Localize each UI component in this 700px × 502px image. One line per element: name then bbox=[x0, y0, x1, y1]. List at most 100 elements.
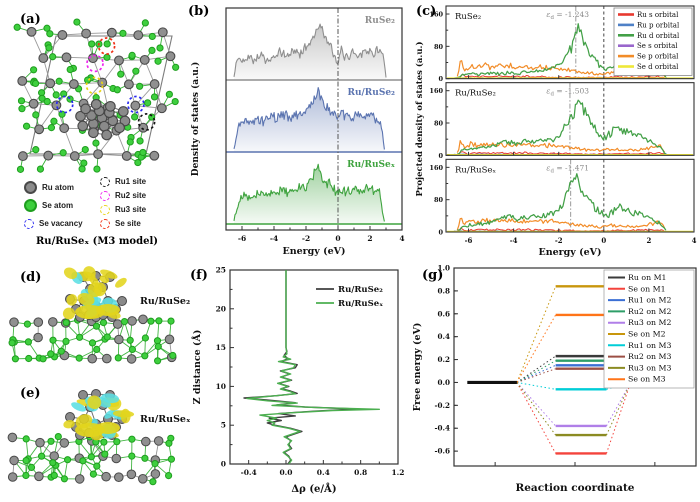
svg-text:Density of states (a.u.): Density of states (a.u.) bbox=[190, 62, 201, 176]
svg-text:4: 4 bbox=[399, 234, 404, 243]
charge-density-structure-ruse2: Ru/RuSe₂ bbox=[8, 266, 190, 365]
svg-text:-6: -6 bbox=[465, 236, 473, 245]
svg-text:0: 0 bbox=[601, 236, 606, 245]
ru-atom-swatch bbox=[24, 181, 37, 194]
svg-text:0.8: 0.8 bbox=[354, 468, 367, 477]
isosurface-layer bbox=[63, 393, 135, 441]
svg-text:5: 5 bbox=[221, 421, 226, 430]
svg-text:-2: -2 bbox=[302, 234, 310, 243]
legend-item: Se site bbox=[100, 218, 184, 229]
svg-text:Se s orbital: Se s orbital bbox=[637, 42, 678, 50]
panel-c-label: (c) bbox=[416, 4, 437, 19]
svg-text:2: 2 bbox=[367, 234, 372, 243]
panel-d: (d) Ru/RuSe₂ bbox=[6, 260, 190, 378]
dos-chart: RuSe₂ Ru/RuSe₂ Ru/RuSeₓ -6 -4 -2 0 2 4 Energy (eV… bbox=[190, 7, 405, 257]
legend-column: Ru1 site Ru2 site Ru3 site Se site bbox=[100, 176, 184, 229]
panel-f-label: (f) bbox=[190, 268, 208, 283]
svg-text:Ru2 on M2: Ru2 on M2 bbox=[628, 307, 672, 316]
svg-text:Projected density of states (a: Projected density of states (a.u.) bbox=[414, 41, 425, 196]
svg-text:0.2: 0.2 bbox=[437, 355, 450, 364]
svg-text:-0.2: -0.2 bbox=[435, 401, 451, 410]
panel-b: (b) RuSe₂ Ru/RuSe₂ Ru/RuSeₓ -6 -4 -2 0 2 4 Energy… bbox=[186, 0, 412, 262]
svg-text:Ru d orbital: Ru d orbital bbox=[637, 32, 680, 40]
svg-text:2: 2 bbox=[646, 236, 651, 245]
svg-text:Ru/RuSeₓ: Ru/RuSeₓ bbox=[338, 299, 383, 309]
svg-text:4: 4 bbox=[692, 236, 697, 245]
svg-text:Ru1 on M2: Ru1 on M2 bbox=[628, 296, 672, 305]
svg-text:Ru3 on M2: Ru3 on M2 bbox=[628, 318, 672, 327]
svg-text:RuSe₂: RuSe₂ bbox=[365, 16, 395, 26]
atoms-layer bbox=[13, 18, 180, 173]
free-energy-chart: -0.6 -0.4 -0.2 0.0 0.2 0.4 0.6 0.8 1.0 Reaction c… bbox=[412, 264, 697, 494]
panel-b-label: (b) bbox=[188, 4, 210, 19]
legend-item: Ru3 site bbox=[100, 204, 184, 215]
svg-text:1.2: 1.2 bbox=[391, 468, 404, 477]
svg-text:Se on M2: Se on M2 bbox=[628, 330, 666, 339]
isosurface-layer bbox=[62, 266, 127, 320]
legend-column: Ru atom Se atom Se vacancy bbox=[24, 181, 100, 229]
svg-text:Ru s orbital: Ru s orbital bbox=[637, 11, 679, 19]
atoms-layer bbox=[7, 432, 175, 486]
panel-a: (a) Ru atom Se atom Se vacancy Ru1 site Ru2 … bbox=[6, 2, 188, 260]
svg-text:-2: -2 bbox=[555, 236, 563, 245]
panel-d-label: (d) bbox=[20, 270, 42, 285]
ru3-site-marker bbox=[85, 76, 104, 95]
legend-label: Se vacancy bbox=[39, 219, 83, 228]
ru3-site-swatch bbox=[100, 204, 110, 215]
svg-text:-4: -4 bbox=[510, 236, 518, 245]
se-vacancy-swatch bbox=[24, 218, 34, 229]
legend-label: Ru3 site bbox=[115, 205, 147, 214]
svg-text:Ru/RuSe₂: Ru/RuSe₂ bbox=[455, 89, 496, 99]
panel-f: (f) 0 5 10 15 20 25 -0.4 0.0 0.4 0.8 1.2 Δρ (e/Å) Z … bbox=[188, 262, 408, 500]
svg-text:0.0: 0.0 bbox=[437, 378, 450, 387]
svg-text:Ru p orbital: Ru p orbital bbox=[637, 21, 680, 29]
svg-text:160: 160 bbox=[429, 87, 443, 95]
svg-text:Se p orbital: Se p orbital bbox=[637, 53, 679, 61]
svg-text:80: 80 bbox=[434, 120, 444, 128]
svg-text:Δρ (e/Å): Δρ (e/Å) bbox=[291, 483, 336, 495]
svg-text:Se d orbital: Se d orbital bbox=[637, 63, 679, 71]
ru2-site-marker bbox=[86, 54, 104, 73]
svg-text:160: 160 bbox=[429, 11, 443, 19]
se-atom-swatch bbox=[24, 199, 37, 212]
ru1-site-marker bbox=[137, 113, 156, 131]
svg-text:20: 20 bbox=[216, 304, 226, 313]
panel-c: (c) 0 80 160 RuSe₂ εd = -1.243 0 80 160 Ru/RuSe₂… bbox=[412, 0, 700, 262]
charge-density-structure-rusex: Ru/RuSeₓ bbox=[7, 389, 190, 486]
svg-text:Ru/RuSeₓ: Ru/RuSeₓ bbox=[455, 165, 496, 175]
crystal-structure-top-view bbox=[13, 18, 180, 173]
svg-text:-6: -6 bbox=[238, 234, 246, 243]
svg-text:80: 80 bbox=[434, 196, 444, 204]
pdos-chart: 0 80 160 RuSe₂ εd = -1.243 0 80 160 Ru/RuSe₂ εd =… bbox=[414, 5, 697, 258]
svg-text:Free energy (eV): Free energy (eV) bbox=[412, 323, 423, 412]
panel-e-label: (e) bbox=[20, 386, 41, 401]
svg-text:0: 0 bbox=[438, 229, 443, 237]
charge-transfer-profile-chart: 0 5 10 15 20 25 -0.4 0.0 0.4 0.8 1.2 Δρ (e/Å) Z dist… bbox=[191, 266, 405, 496]
legend-item: Se atom bbox=[24, 199, 100, 212]
panel-g-label: (g) bbox=[422, 268, 444, 283]
atoms-layer bbox=[8, 314, 177, 365]
svg-text:0.4: 0.4 bbox=[317, 468, 330, 477]
se-site-swatch bbox=[100, 218, 110, 229]
svg-text:0.6: 0.6 bbox=[437, 309, 450, 318]
model-caption: Ru/RuSeₓ (M3 model) bbox=[35, 236, 158, 247]
svg-text:Ru/RuSe₂: Ru/RuSe₂ bbox=[347, 88, 395, 98]
svg-text:80: 80 bbox=[434, 43, 444, 51]
svg-text:0: 0 bbox=[221, 460, 226, 469]
svg-text:Ru/RuSeₓ: Ru/RuSeₓ bbox=[140, 414, 190, 425]
legend-label: Ru atom bbox=[42, 183, 74, 192]
panel-a-label: (a) bbox=[20, 12, 41, 27]
svg-text:Ru/RuSe₂: Ru/RuSe₂ bbox=[140, 296, 190, 307]
svg-text:25: 25 bbox=[216, 266, 226, 275]
svg-text:RuSe₂: RuSe₂ bbox=[455, 12, 481, 22]
svg-text:εd = -1.471: εd = -1.471 bbox=[546, 163, 589, 174]
svg-text:εd = -1.503: εd = -1.503 bbox=[546, 87, 589, 98]
svg-text:0: 0 bbox=[438, 75, 443, 83]
legend-item: Ru atom bbox=[24, 181, 100, 194]
svg-text:10: 10 bbox=[216, 382, 226, 391]
svg-text:Ru/RuSeₓ: Ru/RuSeₓ bbox=[347, 160, 395, 170]
svg-text:0.0: 0.0 bbox=[279, 468, 292, 477]
legend-label: Ru2 site bbox=[115, 191, 147, 200]
legend-item: Ru2 site bbox=[100, 190, 184, 201]
